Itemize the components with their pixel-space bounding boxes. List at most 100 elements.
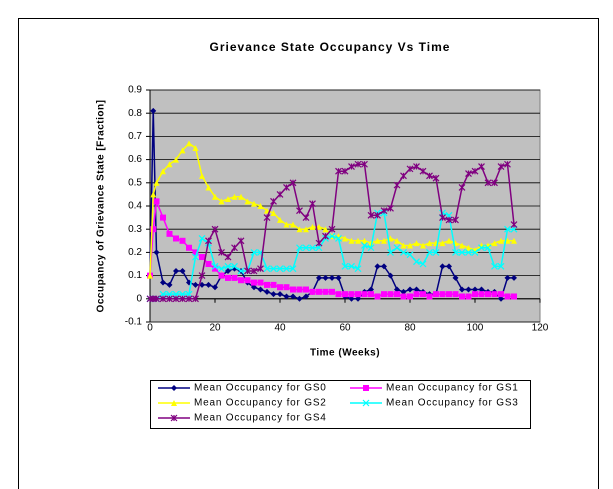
point bbox=[263, 265, 271, 273]
point bbox=[198, 235, 206, 242]
point bbox=[159, 295, 167, 303]
point bbox=[270, 209, 277, 216]
x-tick-label: 40 bbox=[274, 323, 286, 334]
point bbox=[199, 172, 205, 179]
point bbox=[270, 281, 277, 288]
point bbox=[270, 265, 277, 273]
x-tick-label: 20 bbox=[209, 323, 221, 334]
point bbox=[400, 293, 407, 300]
point bbox=[413, 286, 420, 293]
point bbox=[179, 147, 186, 154]
point bbox=[225, 274, 231, 281]
point bbox=[387, 248, 394, 256]
point bbox=[231, 193, 238, 200]
point bbox=[296, 226, 303, 233]
point bbox=[179, 237, 186, 244]
series-line bbox=[150, 211, 514, 300]
point bbox=[153, 198, 160, 205]
point bbox=[491, 240, 498, 247]
point bbox=[387, 272, 394, 279]
point bbox=[413, 258, 420, 266]
point bbox=[179, 295, 186, 303]
legend-label: Mean Occupancy for GS4 bbox=[194, 413, 327, 424]
point bbox=[478, 286, 485, 293]
point bbox=[238, 277, 244, 284]
point bbox=[192, 281, 199, 288]
point bbox=[363, 385, 369, 391]
point bbox=[329, 274, 335, 281]
point bbox=[439, 263, 446, 270]
point bbox=[465, 286, 472, 293]
point bbox=[400, 288, 407, 295]
point bbox=[511, 293, 517, 300]
point bbox=[355, 237, 361, 244]
point bbox=[315, 239, 323, 247]
point bbox=[472, 291, 478, 298]
point bbox=[504, 293, 511, 300]
point bbox=[348, 163, 355, 170]
point bbox=[289, 265, 297, 273]
point bbox=[420, 242, 426, 249]
point bbox=[277, 216, 283, 223]
series-markers bbox=[147, 140, 517, 279]
point bbox=[413, 291, 420, 298]
series-line bbox=[150, 163, 515, 300]
point bbox=[400, 248, 407, 256]
point bbox=[173, 156, 179, 163]
point bbox=[192, 295, 199, 303]
point bbox=[160, 214, 166, 221]
point bbox=[426, 172, 433, 180]
point bbox=[452, 216, 459, 224]
point bbox=[368, 286, 374, 293]
point bbox=[303, 286, 309, 293]
point bbox=[205, 281, 212, 288]
point bbox=[374, 237, 381, 244]
point bbox=[205, 261, 212, 267]
x-tick-label: 0 bbox=[147, 323, 153, 334]
point bbox=[504, 225, 511, 233]
point bbox=[257, 265, 264, 273]
point bbox=[192, 253, 199, 261]
legend-box bbox=[150, 380, 531, 429]
point bbox=[212, 265, 218, 272]
point bbox=[290, 286, 296, 293]
x-axis-title: Time (Weeks) bbox=[310, 348, 380, 359]
legend-label: Mean Occupancy for GS1 bbox=[386, 383, 519, 394]
point bbox=[459, 286, 465, 293]
point bbox=[316, 274, 322, 281]
y-tick-label: 0.1 bbox=[128, 270, 142, 281]
point bbox=[316, 288, 322, 295]
point bbox=[433, 291, 439, 298]
point bbox=[445, 216, 453, 224]
point bbox=[147, 272, 153, 279]
point bbox=[348, 291, 355, 298]
point bbox=[166, 161, 173, 168]
point bbox=[387, 291, 394, 298]
series-line bbox=[149, 110, 514, 301]
legend-label: Mean Occupancy for GS3 bbox=[386, 398, 519, 409]
point bbox=[277, 284, 283, 291]
point bbox=[510, 221, 518, 228]
point bbox=[172, 295, 180, 303]
point bbox=[186, 140, 192, 147]
point bbox=[211, 225, 219, 233]
point bbox=[166, 295, 173, 303]
point bbox=[199, 254, 205, 261]
point bbox=[341, 167, 349, 175]
y-tick-label: 0.5 bbox=[128, 177, 142, 188]
point bbox=[348, 295, 355, 302]
point bbox=[472, 286, 478, 293]
y-tick-label: 0.8 bbox=[128, 108, 142, 119]
y-tick-label: 0.2 bbox=[128, 247, 142, 258]
y-tick-label: -0.1 bbox=[125, 317, 143, 328]
point bbox=[498, 291, 504, 298]
point bbox=[231, 262, 238, 270]
point bbox=[367, 244, 375, 252]
point bbox=[335, 167, 342, 175]
point bbox=[419, 167, 427, 175]
point bbox=[381, 263, 387, 270]
point bbox=[257, 203, 264, 209]
point bbox=[238, 193, 244, 200]
point bbox=[465, 248, 472, 256]
x-tick-label: 60 bbox=[339, 323, 351, 334]
